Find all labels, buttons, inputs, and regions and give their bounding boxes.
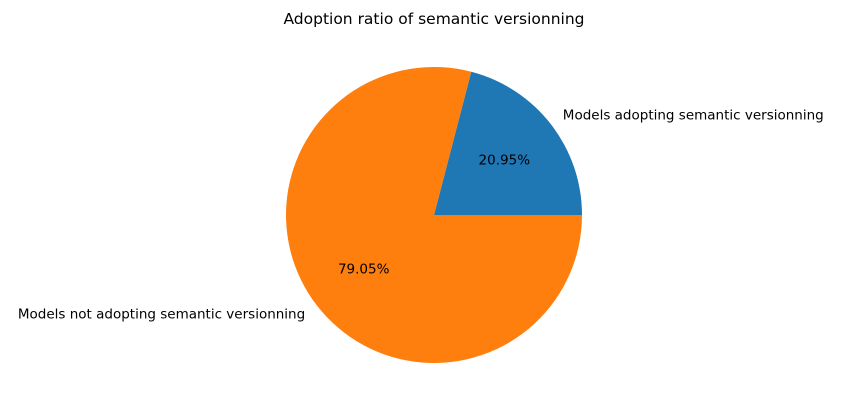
slice-percent-1: 20.95% bbox=[479, 153, 531, 169]
slice-label-2: Models not adopting semantic versionning bbox=[18, 307, 305, 323]
slice-label-1: Models adopting semantic versionning bbox=[563, 107, 824, 123]
pie-slice-1 bbox=[434, 71, 582, 216]
chart-title: Adoption ratio of semantic versionning bbox=[283, 10, 584, 28]
pie-labels: Models adopting semantic versionning 20.9… bbox=[18, 107, 824, 322]
pie-slices bbox=[286, 67, 582, 364]
pie-slice-2 bbox=[286, 67, 582, 364]
slice-percent-2: 79.05% bbox=[338, 261, 390, 277]
